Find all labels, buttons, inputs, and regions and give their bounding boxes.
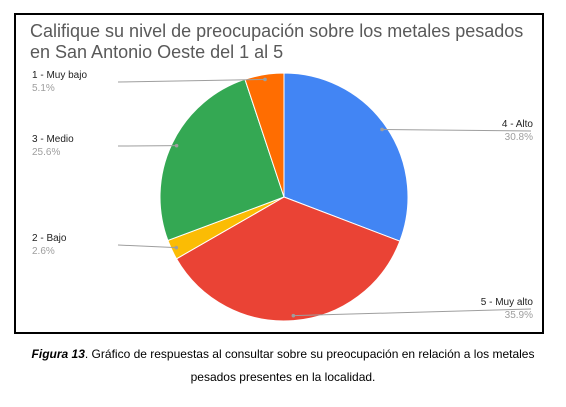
leader-line-1: [382, 128, 532, 132]
leader-dot-2: [291, 313, 296, 318]
slice-value-2: 35.9%: [505, 310, 533, 321]
slice-label-5: 1 - Muy bajo: [32, 70, 87, 81]
slice-value-3: 2.6%: [32, 246, 55, 257]
slice-value-4: 25.6%: [32, 147, 60, 158]
leader-line-5: [117, 78, 266, 83]
slice-label-4: 3 - Medio: [32, 134, 74, 145]
chart-title: Califique su nivel de preocupación sobre…: [30, 21, 530, 63]
pie-slice-4: [159, 78, 285, 242]
leader-dot-5: [263, 77, 267, 82]
pie-slice-2: [175, 196, 401, 322]
pie-chart: 4 - Alto 30.8% 5 - Muy alto 35.9% 2 - Bajo 2.…: [32, 70, 534, 322]
slice-value-1: 30.8%: [505, 132, 533, 143]
caption-figure-label: Figura 13: [31, 347, 85, 361]
chart-frame: Califique su nivel de preocupación sobre…: [14, 13, 544, 334]
leader-dot-3: [174, 245, 179, 250]
caption-text-1: . Gráfico de respuestas al consultar sob…: [84, 347, 535, 361]
caption-line-2: pesados presentes en la localidad.: [190, 370, 376, 384]
slice-value-5: 5.1%: [32, 83, 55, 94]
pie-slice-5: [244, 72, 285, 198]
caption-line-1: Figura 13. Gráfico de respuestas al cons…: [0, 343, 566, 366]
chart-title-line-1: Califique su nivel de preocupación sobre…: [30, 21, 524, 41]
slice-label-3: 2 - Bajo: [32, 233, 67, 244]
figure-caption: Figura 13. Gráfico de respuestas al cons…: [0, 343, 566, 389]
leader-line-3: [117, 244, 177, 249]
leader-line-2: [293, 308, 532, 317]
slice-label-1: 4 - Alto: [502, 119, 534, 130]
leader-dot-1: [380, 127, 384, 132]
chart-title-line-2: en San Antonio Oeste del 1 al 5: [30, 42, 284, 62]
pie-slice-1: [283, 72, 409, 242]
slice-label-2: 5 - Muy alto: [481, 297, 534, 308]
leader-dot-4: [174, 143, 179, 148]
